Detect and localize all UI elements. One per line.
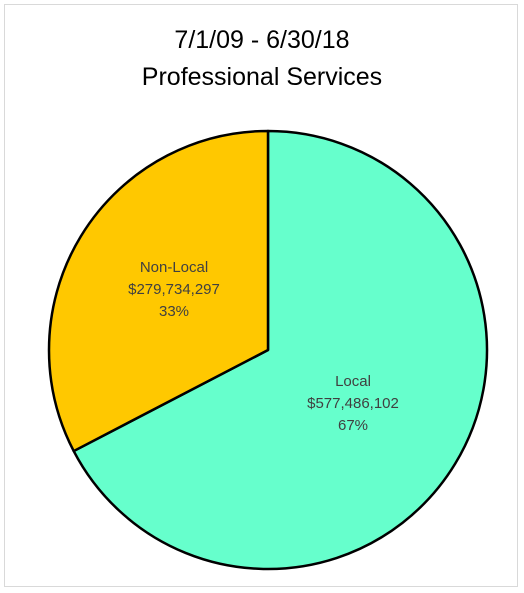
chart-title-line1: 7/1/09 - 6/30/18 [174, 26, 350, 54]
data-label-local-percent: 67% [338, 417, 368, 434]
data-label-local-category: Local [335, 373, 371, 390]
data-label-local-value: $577,486,102 [307, 395, 399, 412]
data-label-non-local: Non-Local $279,734,297 33% [128, 259, 220, 320]
data-label-local: Local $577,486,102 67% [307, 373, 399, 434]
pie-slice-local [72, 129, 489, 571]
data-label-non-local-value: $279,734,297 [128, 281, 220, 298]
pie-slice-non-local [47, 129, 270, 453]
chart-title: 7/1/09 - 6/30/18 Professional Services [0, 22, 524, 96]
chart-title-line2: Professional Services [141, 63, 383, 91]
data-label-non-local-percent: 33% [159, 303, 189, 320]
data-label-non-local-category: Non-Local [140, 259, 208, 276]
